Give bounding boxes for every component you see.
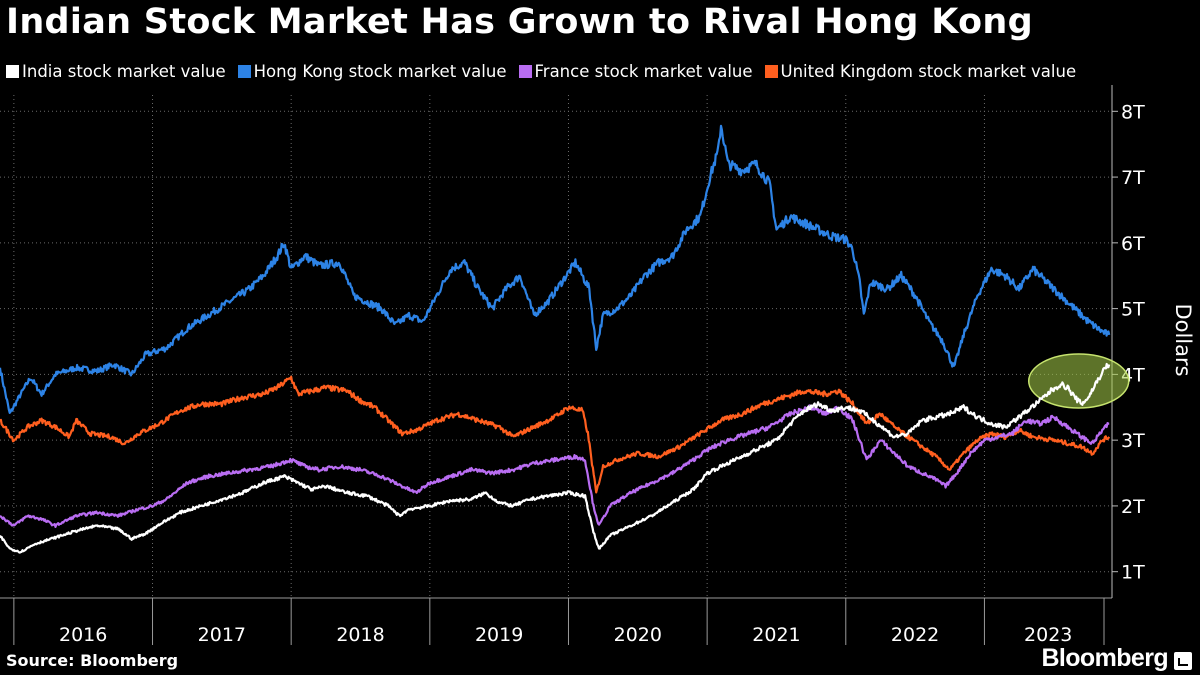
bloomberg-logo: Bloomberg: [1041, 644, 1192, 673]
series-line-france-stock-market-value: [0, 404, 1110, 528]
legend-label-uk: United Kingdom stock market value: [780, 61, 1077, 81]
legend: India stock market value Hong Kong stock…: [6, 60, 1088, 82]
legend-swatch-india: [6, 64, 19, 78]
y-tick-label-7T: 7T: [1121, 167, 1145, 189]
series-line-united-kingdom-stock-market-value: [0, 375, 1111, 494]
legend-item-india: India stock market value: [6, 62, 226, 81]
x-tick-label-2019: 2019: [475, 624, 523, 646]
x-tick-label-2020: 2020: [614, 624, 662, 646]
chart-icon: [1174, 651, 1192, 670]
y-tick-label-3T: 3T: [1121, 430, 1145, 452]
legend-item-uk: United Kingdom stock market value: [764, 61, 1077, 81]
x-tick-label-2017: 2017: [198, 624, 246, 646]
legend-label-india: India stock market value: [22, 61, 226, 81]
y-tick-label-1T: 1T: [1121, 562, 1145, 584]
y-tick-label-2T: 2T: [1121, 496, 1145, 518]
x-tick-label-2018: 2018: [336, 624, 384, 646]
y-axis-label: Dollars: [1171, 303, 1195, 376]
y-tick-label-8T: 8T: [1121, 101, 1145, 123]
x-tick-label-2022: 2022: [891, 624, 939, 646]
x-tick-label-2023: 2023: [1024, 624, 1072, 646]
legend-swatch-hong-kong: [237, 64, 251, 78]
legend-item-france: France stock market value: [518, 61, 753, 81]
series-line-india-stock-market-value: [0, 362, 1111, 554]
y-tick-label-6T: 6T: [1121, 233, 1145, 255]
x-tick-label-2016: 2016: [59, 624, 107, 646]
legend-swatch-france: [518, 64, 532, 78]
source-note: Source: Bloomberg: [6, 651, 179, 670]
series-line-hong-kong-stock-market-value: [0, 124, 1111, 414]
legend-swatch-uk: [764, 64, 778, 78]
brand-name: Bloomberg: [1041, 644, 1168, 672]
y-tick-label-5T: 5T: [1121, 299, 1145, 321]
x-tick-label-2021: 2021: [752, 624, 800, 646]
chart-title: Indian Stock Market Has Grown to Rival H…: [6, 2, 1033, 42]
legend-label-hong-kong: Hong Kong stock market value: [253, 61, 507, 81]
legend-label-france: France stock market value: [534, 61, 753, 81]
legend-item-hong-kong: Hong Kong stock market value: [237, 61, 507, 81]
